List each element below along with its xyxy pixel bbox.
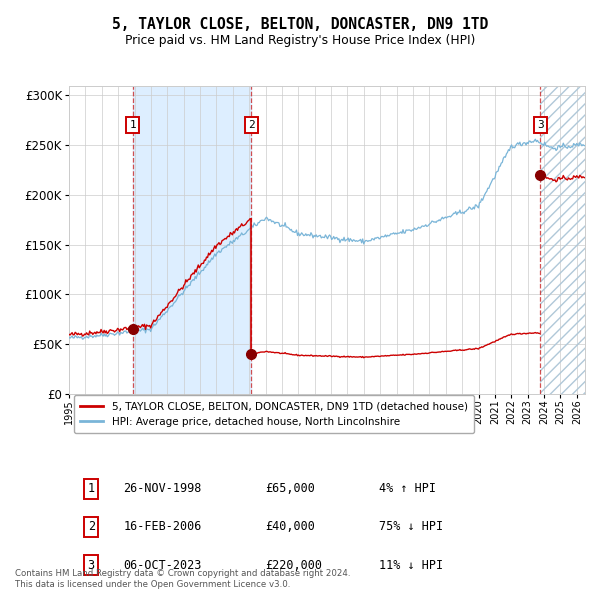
Text: 11% ↓ HPI: 11% ↓ HPI — [379, 559, 443, 572]
Text: 4% ↑ HPI: 4% ↑ HPI — [379, 483, 436, 496]
Text: 1: 1 — [130, 120, 136, 130]
Text: 16-FEB-2006: 16-FEB-2006 — [123, 520, 202, 533]
Text: £40,000: £40,000 — [265, 520, 315, 533]
Text: 2: 2 — [88, 520, 95, 533]
Text: 5, TAYLOR CLOSE, BELTON, DONCASTER, DN9 1TD: 5, TAYLOR CLOSE, BELTON, DONCASTER, DN9 … — [112, 17, 488, 31]
Text: 1: 1 — [88, 483, 95, 496]
Text: 3: 3 — [537, 120, 544, 130]
Bar — [540, 86, 585, 394]
Text: 06-OCT-2023: 06-OCT-2023 — [123, 559, 202, 572]
Text: £65,000: £65,000 — [265, 483, 315, 496]
Bar — [133, 86, 251, 394]
Bar — [540, 86, 585, 394]
Text: 2: 2 — [248, 120, 254, 130]
Text: Price paid vs. HM Land Registry's House Price Index (HPI): Price paid vs. HM Land Registry's House … — [125, 34, 475, 47]
Legend: 5, TAYLOR CLOSE, BELTON, DONCASTER, DN9 1TD (detached house), HPI: Average price: 5, TAYLOR CLOSE, BELTON, DONCASTER, DN9 … — [74, 395, 474, 433]
Text: 75% ↓ HPI: 75% ↓ HPI — [379, 520, 443, 533]
Text: 26-NOV-1998: 26-NOV-1998 — [123, 483, 202, 496]
Text: £220,000: £220,000 — [265, 559, 322, 572]
Text: Contains HM Land Registry data © Crown copyright and database right 2024.
This d: Contains HM Land Registry data © Crown c… — [15, 569, 350, 589]
Text: 3: 3 — [88, 559, 95, 572]
